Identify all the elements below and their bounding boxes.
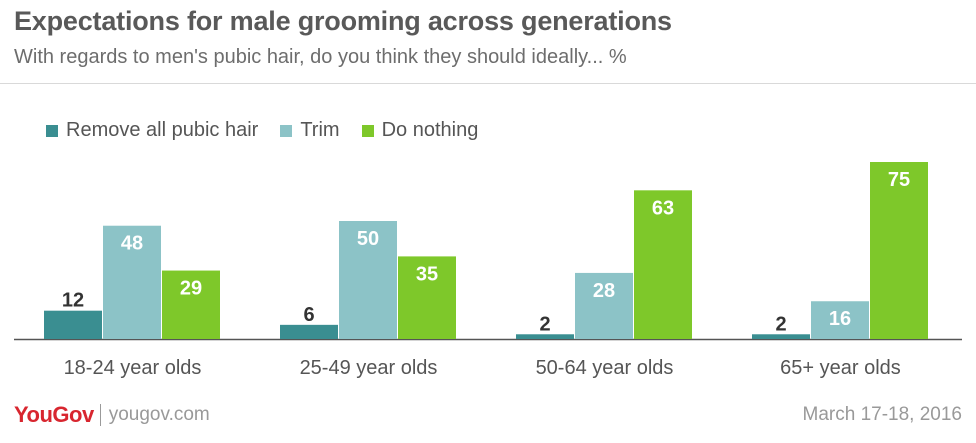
bar-remove-all-pubic-hair-25-49-year-olds bbox=[280, 324, 338, 339]
legend-swatch-trim bbox=[280, 124, 293, 137]
legend-item-nothing: Do nothing bbox=[361, 119, 479, 142]
bar-chart: 12 48 29 18-24 year olds 6 50 35 25-49 year old… bbox=[14, 162, 962, 379]
bar-do-nothing-65-year-olds bbox=[870, 162, 928, 339]
x-tick-label-25-49-year-olds: 25-49 year olds bbox=[300, 357, 438, 379]
chart-legend: Remove all pubic hair Trim Do nothing bbox=[46, 119, 500, 142]
data-label-remove-all-pubic-hair-65-year-olds: 2 bbox=[775, 313, 786, 335]
data-label-do-nothing-50-64-year-olds: 63 bbox=[652, 197, 674, 219]
header-divider bbox=[0, 83, 976, 84]
chart-title: Expectations for male grooming across ge… bbox=[14, 6, 672, 36]
bar-do-nothing-18-24-year-olds bbox=[162, 270, 220, 339]
x-tick-label-18-24-year-olds: 18-24 year olds bbox=[64, 357, 202, 379]
yougov-logo: YouGov bbox=[14, 402, 94, 427]
data-label-do-nothing-65-year-olds: 75 bbox=[888, 169, 910, 191]
x-tick-label-50-64-year-olds: 50-64 year olds bbox=[536, 357, 674, 379]
data-label-remove-all-pubic-hair-18-24-year-olds: 12 bbox=[62, 290, 84, 312]
chart-subtitle: With regards to men's pubic hair, do you… bbox=[14, 46, 627, 68]
legend-label-remove: Remove all pubic hair bbox=[66, 119, 259, 141]
data-label-trim-18-24-year-olds: 48 bbox=[121, 233, 143, 255]
legend-item-remove: Remove all pubic hair bbox=[46, 119, 258, 142]
x-tick-label-65-year-olds: 65+ year olds bbox=[780, 357, 901, 379]
bar-trim-18-24-year-olds bbox=[103, 225, 161, 339]
data-label-do-nothing-18-24-year-olds: 29 bbox=[180, 278, 202, 300]
legend-swatch-nothing bbox=[361, 124, 374, 137]
legend-item-trim: Trim bbox=[280, 119, 340, 142]
footer-site: yougov.com bbox=[108, 404, 210, 425]
bar-do-nothing-50-64-year-olds bbox=[634, 190, 692, 339]
bar-do-nothing-25-49-year-olds bbox=[398, 256, 456, 339]
bar-remove-all-pubic-hair-18-24-year-olds bbox=[44, 310, 102, 339]
bar-remove-all-pubic-hair-50-64-year-olds bbox=[516, 334, 574, 339]
bar-trim-65-year-olds bbox=[811, 301, 869, 339]
legend-label-nothing: Do nothing bbox=[381, 119, 479, 141]
legend-swatch-remove bbox=[46, 124, 58, 137]
legend-label-trim: Trim bbox=[300, 119, 340, 141]
data-label-remove-all-pubic-hair-25-49-year-olds: 6 bbox=[303, 304, 314, 326]
footer-brand: YouGov yougov.com bbox=[14, 402, 210, 428]
footer-date: March 17-18, 2016 bbox=[802, 404, 963, 425]
footer-separator bbox=[99, 404, 101, 426]
data-label-remove-all-pubic-hair-50-64-year-olds: 2 bbox=[539, 313, 550, 335]
data-label-trim-25-49-year-olds: 50 bbox=[357, 228, 379, 250]
bar-remove-all-pubic-hair-65-year-olds bbox=[752, 334, 810, 339]
data-label-trim-65-year-olds: 16 bbox=[829, 308, 851, 330]
data-label-trim-50-64-year-olds: 28 bbox=[593, 280, 615, 302]
bar-trim-25-49-year-olds bbox=[339, 221, 397, 339]
data-label-do-nothing-25-49-year-olds: 35 bbox=[416, 263, 438, 285]
bar-trim-50-64-year-olds bbox=[575, 272, 633, 339]
